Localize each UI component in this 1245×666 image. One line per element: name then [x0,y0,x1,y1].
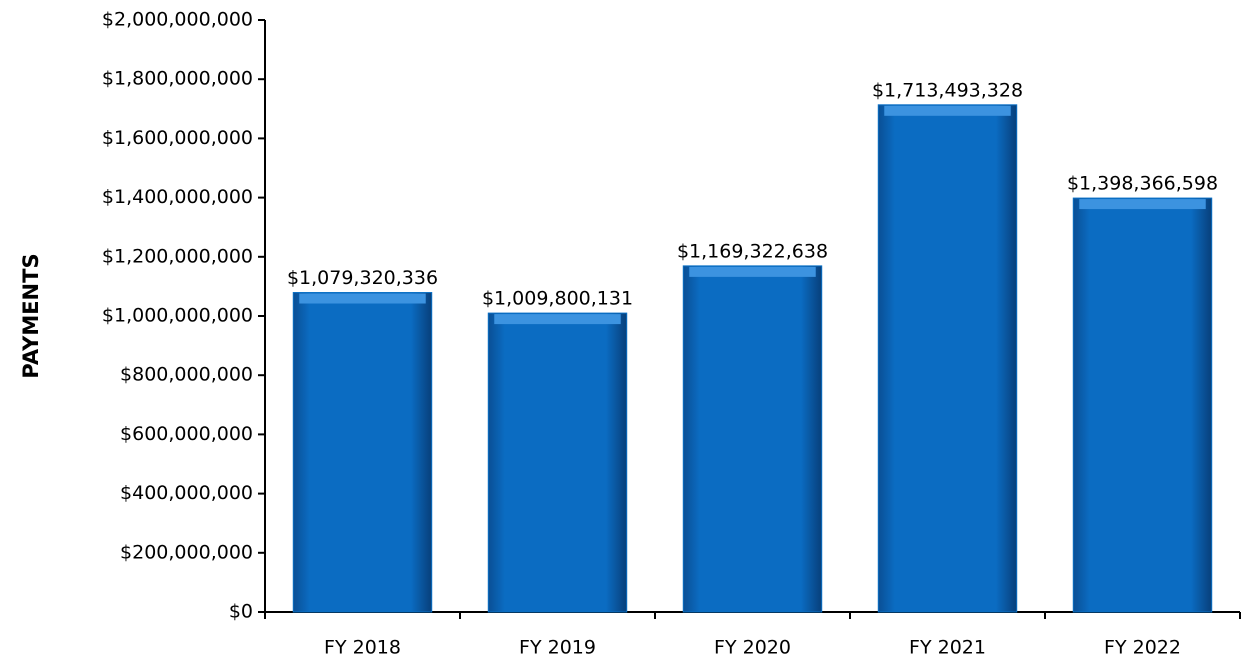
x-tick-label: FY 2022 [1104,637,1181,659]
bar [1072,197,1213,613]
bar-bevel [884,105,1011,116]
value-label: $1,713,493,328 [872,79,1023,101]
bar-bevel [494,314,621,325]
y-tick-label: $600,000,000 [120,423,253,445]
bar [877,104,1018,613]
y-tick-label: $1,800,000,000 [102,68,253,90]
y-tick-label: $1,600,000,000 [102,127,253,149]
value-label: $1,009,800,131 [482,288,633,310]
y-axis-label: PAYMENTS [19,253,43,378]
bar-bevel [689,266,816,277]
bar-bevel [299,293,426,304]
x-tick-label: FY 2019 [519,637,596,659]
bar [682,265,823,613]
value-label: $1,398,366,598 [1067,173,1218,195]
bar-bevel [1079,199,1206,210]
x-tick-label: FY 2021 [909,637,986,659]
value-label: $1,169,322,638 [677,240,828,262]
bar [487,312,628,613]
y-tick-label: $800,000,000 [120,364,253,386]
y-tick-label: $2,000,000,000 [102,9,253,31]
y-tick-label: $1,200,000,000 [102,245,253,267]
x-tick-label: FY 2018 [324,637,401,659]
y-tick-label: $0 [229,601,253,623]
y-tick-label: $1,000,000,000 [102,305,253,327]
value-label: $1,079,320,336 [287,267,438,289]
x-tick-label: FY 2020 [714,637,791,659]
y-tick-label: $200,000,000 [120,541,253,563]
y-tick-label: $400,000,000 [120,482,253,504]
y-tick-label: $1,400,000,000 [102,186,253,208]
bar [292,292,433,613]
